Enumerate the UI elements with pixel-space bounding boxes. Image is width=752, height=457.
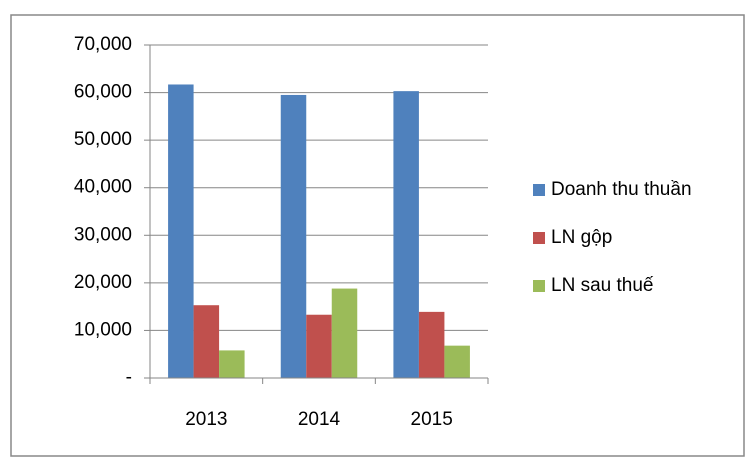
y-tick-label: 60,000 xyxy=(74,82,132,103)
y-tick-label: 20,000 xyxy=(74,272,132,293)
bar xyxy=(331,288,358,378)
legend-swatch xyxy=(533,280,545,292)
bar xyxy=(306,314,332,378)
legend-swatch xyxy=(533,184,545,196)
legend-label: LN sau thuế xyxy=(551,275,654,296)
y-tick-label: 30,000 xyxy=(74,224,132,245)
bar xyxy=(393,91,419,378)
bar xyxy=(168,84,194,378)
bar xyxy=(193,305,220,378)
x-tick-label: 2014 xyxy=(298,409,341,430)
x-tick-label: 2015 xyxy=(411,409,453,430)
legend-label: LN gộp xyxy=(551,227,612,248)
legend-swatch xyxy=(533,232,545,244)
bar xyxy=(418,311,445,378)
legend-label: Doanh thu thuần xyxy=(551,179,692,200)
y-tick-label: 10,000 xyxy=(74,319,132,340)
x-tick-label: 2013 xyxy=(185,409,227,430)
bar xyxy=(280,94,307,378)
y-tick-label: 40,000 xyxy=(74,177,132,198)
bar xyxy=(444,345,470,378)
bar xyxy=(219,350,245,378)
y-tick-label: 50,000 xyxy=(74,129,132,150)
y-tick-label: - xyxy=(126,367,132,388)
y-tick-label: 70,000 xyxy=(74,34,132,55)
